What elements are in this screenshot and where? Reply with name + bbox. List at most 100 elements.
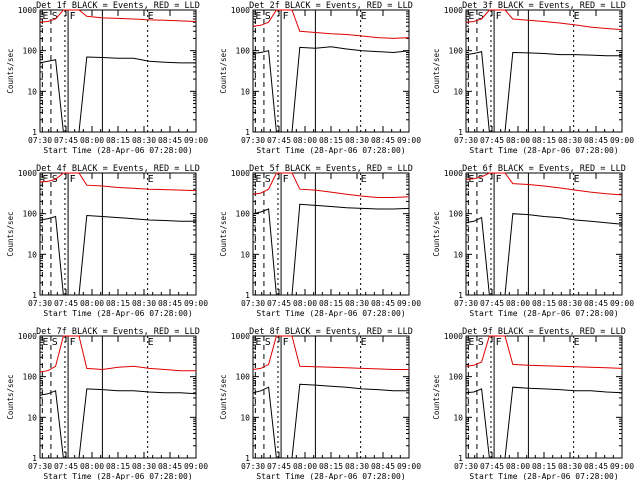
- x-axis-label: Start Time (28-Apr-06 07:28:00): [469, 472, 618, 480]
- x-tick-label: 07:30: [241, 462, 265, 471]
- x-tick-label: 08:45: [158, 136, 182, 145]
- y-tick-label: 1: [245, 291, 250, 300]
- region-label: S: [52, 337, 58, 348]
- y-tick-label: 1000: [231, 332, 250, 341]
- y-axis-label: Counts/sec: [6, 374, 15, 419]
- y-tick-label: 10: [27, 413, 37, 422]
- x-tick-label: 08:15: [532, 299, 556, 308]
- x-tick-label: 08:45: [371, 299, 395, 308]
- y-tick-label: 1: [458, 454, 463, 463]
- plot-frame: [39, 335, 197, 459]
- y-tick-label: 10: [240, 87, 250, 96]
- y-tick-label: 100: [236, 210, 251, 219]
- region-label: F: [70, 174, 76, 185]
- region-label: F: [283, 11, 289, 22]
- lld-series-line: [39, 335, 196, 373]
- x-tick-label: 08:00: [293, 462, 317, 471]
- region-label: S: [265, 337, 271, 348]
- x-tick-label: 07:45: [480, 462, 504, 471]
- x-tick-label: 07:30: [28, 299, 52, 308]
- y-tick-label: 1000: [18, 6, 37, 15]
- plot-frame: [252, 335, 410, 459]
- y-tick-label: 100: [236, 373, 251, 382]
- region-label: E: [255, 174, 261, 185]
- y-tick-label: 10: [27, 87, 37, 96]
- region-label: F: [283, 174, 289, 185]
- plot-frame: [465, 172, 623, 296]
- panel-title: Det_4f BLACK = Events, RED = LLD: [36, 164, 200, 174]
- y-tick-label: 100: [449, 47, 464, 56]
- region-label: F: [496, 174, 502, 185]
- detector-panel-2: Det_2f BLACK = Events, RED = LLD 1 10 100 10…: [219, 1, 421, 155]
- plot-frame: [252, 172, 410, 296]
- detector-panel-3: Det_3f BLACK = Events, RED = LLD 1 10 100 10…: [432, 1, 634, 155]
- region-label: E: [42, 11, 48, 22]
- region-label: E: [255, 11, 261, 22]
- detector-panel-6: Det_6f BLACK = Events, RED = LLD 1 10 100 10…: [432, 164, 634, 318]
- x-tick-label: 08:30: [345, 462, 369, 471]
- x-tick-label: 08:15: [319, 136, 343, 145]
- y-tick-label: 100: [23, 47, 38, 56]
- region-label: S: [478, 337, 484, 348]
- region-label: E: [468, 337, 474, 348]
- y-axis-label: Counts/sec: [219, 211, 228, 256]
- y-tick-label: 100: [236, 47, 251, 56]
- lld-series-line: [252, 9, 410, 39]
- events-series-line: [39, 56, 196, 133]
- y-tick-label: 1000: [444, 6, 463, 15]
- y-axis-label: Counts/sec: [219, 48, 228, 93]
- detector-panel-9: Det_9f BLACK = Events, RED = LLD 1 10 100 10…: [432, 327, 634, 480]
- lld-series-line: [465, 335, 623, 369]
- y-tick-label: 10: [453, 87, 463, 96]
- lld-series-line: [39, 9, 197, 23]
- panel-title: Det_2f BLACK = Events, RED = LLD: [249, 1, 413, 11]
- y-tick-label: 1: [32, 454, 37, 463]
- y-axis-label: Counts/sec: [432, 211, 441, 256]
- x-tick-label: 08:15: [319, 299, 343, 308]
- x-tick-label: 09:00: [397, 299, 421, 308]
- x-tick-label: 07:30: [454, 462, 478, 471]
- region-label: E: [468, 174, 474, 185]
- region-label: F: [496, 11, 502, 22]
- y-axis-label: Counts/sec: [6, 48, 15, 93]
- y-tick-label: 1000: [444, 169, 463, 178]
- region-label: E: [148, 11, 154, 22]
- x-tick-label: 07:30: [241, 299, 265, 308]
- y-tick-label: 100: [449, 373, 464, 382]
- region-label: E: [42, 337, 48, 348]
- x-tick-label: 08:15: [106, 136, 130, 145]
- x-tick-label: 08:30: [345, 136, 369, 145]
- plot-frame: [39, 172, 197, 296]
- panel-title: Det_9f BLACK = Events, RED = LLD: [462, 327, 626, 337]
- region-label: S: [478, 174, 484, 185]
- panel-title: Det_5f BLACK = Events, RED = LLD: [249, 164, 413, 174]
- y-tick-label: 1: [458, 128, 463, 137]
- x-tick-label: 07:45: [54, 136, 78, 145]
- events-series-line: [39, 214, 196, 296]
- x-tick-label: 09:00: [610, 299, 634, 308]
- x-tick-label: 08:30: [132, 136, 156, 145]
- y-tick-label: 1000: [18, 332, 37, 341]
- panel-title: Det_3f BLACK = Events, RED = LLD: [462, 1, 626, 11]
- detector-panel-8: Det_8f BLACK = Events, RED = LLD 1 10 100 10…: [219, 327, 421, 480]
- region-label: E: [148, 174, 154, 185]
- y-axis-label: Counts/sec: [432, 48, 441, 93]
- plot-frame: [252, 9, 410, 133]
- x-tick-label: 07:45: [267, 462, 291, 471]
- x-tick-label: 08:30: [558, 136, 582, 145]
- x-tick-label: 08:30: [132, 299, 156, 308]
- x-axis-label: Start Time (28-Apr-06 07:28:00): [256, 472, 405, 480]
- x-tick-label: 08:00: [293, 136, 317, 145]
- x-tick-label: 08:15: [106, 299, 130, 308]
- x-axis-label: Start Time (28-Apr-06 07:28:00): [469, 146, 618, 155]
- x-tick-label: 08:45: [371, 136, 395, 145]
- events-series-line: [465, 213, 623, 296]
- detector-panel-7: Det_7f BLACK = Events, RED = LLD 1 10 100 10…: [6, 327, 208, 480]
- x-tick-label: 07:30: [454, 136, 478, 145]
- x-tick-label: 08:30: [345, 299, 369, 308]
- y-tick-label: 1: [32, 128, 37, 137]
- y-tick-label: 10: [27, 250, 37, 259]
- y-tick-label: 10: [240, 250, 250, 259]
- y-tick-label: 1000: [231, 169, 250, 178]
